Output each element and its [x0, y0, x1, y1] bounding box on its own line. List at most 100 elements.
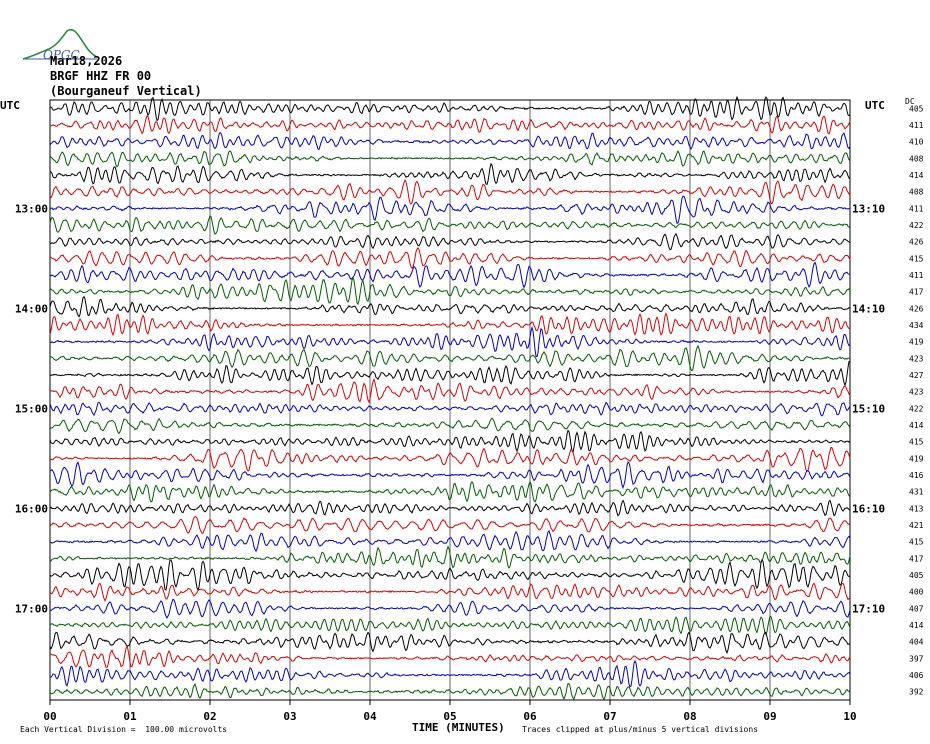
hour-label-left: 15:00 — [15, 402, 48, 415]
seismic-trace — [49, 261, 851, 289]
seismic-trace — [49, 545, 851, 569]
seismic-trace — [49, 516, 851, 534]
dc-offset-label: 419 — [909, 338, 924, 347]
dc-offset-label: 421 — [909, 521, 924, 530]
dc-offset-label: 414 — [909, 421, 924, 430]
x-axis-title: TIME (MINUTES) — [412, 721, 505, 734]
dc-offset-label: 426 — [909, 238, 924, 247]
x-tick-label: 10 — [843, 710, 856, 723]
x-tick-label: 01 — [123, 710, 137, 723]
dc-offset-label: 414 — [909, 621, 924, 630]
x-tick-label: 07 — [603, 710, 616, 723]
hour-label-left: 16:00 — [15, 502, 48, 515]
dc-offset-label: 406 — [909, 671, 924, 680]
x-tick-label: 04 — [363, 710, 377, 723]
x-tick-label: 03 — [283, 710, 296, 723]
seismic-trace — [49, 615, 851, 636]
footer-scale-note: Each Vertical Division = 100.00 microvol… — [20, 725, 228, 734]
seismic-trace — [49, 115, 851, 135]
seismic-trace — [49, 131, 851, 151]
dc-offset-label: 415 — [909, 538, 924, 547]
seismic-trace — [49, 179, 851, 205]
dc-offset-label: 415 — [909, 254, 924, 263]
dc-offset-label: 397 — [909, 654, 924, 663]
hour-label-left: 14:00 — [15, 302, 48, 315]
dc-offset-label: 422 — [909, 404, 924, 413]
hour-label-right: 14:10 — [852, 302, 885, 315]
hour-label-right: 17:10 — [852, 602, 885, 615]
seismic-trace — [49, 480, 851, 503]
dc-offset-label: 423 — [909, 388, 924, 397]
hour-label-left: 13:00 — [15, 202, 48, 215]
seismic-trace — [49, 429, 851, 454]
dc-offset-label: 419 — [909, 454, 924, 463]
dc-offset-label: 434 — [909, 321, 924, 330]
seismic-trace — [49, 295, 851, 318]
dc-offset-label: 410 — [909, 138, 924, 147]
opgc-logo: OPGC — [2, 4, 101, 67]
seismic-trace — [49, 311, 851, 337]
dc-label: DC — [905, 97, 915, 106]
dc-offset-label: 417 — [909, 288, 924, 297]
seismic-trace — [49, 232, 851, 251]
dc-offset-label: 427 — [909, 371, 924, 380]
footer-clip-note: Traces clipped at plus/minus 5 vertical … — [522, 725, 759, 734]
x-tick-label: 08 — [683, 710, 696, 723]
x-tick-label: 02 — [203, 710, 216, 723]
dc-offset-label: 415 — [909, 438, 924, 447]
seismic-trace — [49, 95, 851, 122]
hour-label-right: 13:10 — [852, 202, 885, 215]
x-tick-label: 09 — [763, 710, 776, 723]
hour-label-right: 16:10 — [852, 502, 885, 515]
dc-offset-label: 416 — [909, 471, 924, 480]
seismic-trace — [49, 401, 851, 417]
left-axis-label: UTC — [0, 99, 20, 112]
seismic-trace — [49, 247, 851, 270]
seismic-trace — [49, 499, 851, 517]
x-tick-label: 00 — [43, 710, 56, 723]
seismic-trace — [49, 644, 851, 668]
dc-offset-label: 414 — [909, 171, 924, 180]
dc-offset-label: 423 — [909, 354, 924, 363]
seismic-trace — [49, 360, 851, 387]
dc-offset-label: 411 — [909, 271, 924, 280]
seismic-trace — [49, 378, 851, 404]
x-tick-label: 05 — [443, 710, 456, 723]
seismic-trace — [49, 344, 851, 372]
dc-offset-label: 422 — [909, 221, 924, 230]
seismic-trace — [49, 682, 851, 701]
dc-offset-label: 392 — [909, 688, 924, 697]
dc-offset-label: 408 — [909, 188, 924, 197]
hour-label-right: 15:10 — [852, 402, 885, 415]
right-axis-label: UTC — [865, 99, 885, 112]
seismic-trace — [49, 275, 851, 306]
dc-offset-label: 411 — [909, 204, 924, 213]
seismic-trace — [49, 659, 851, 688]
logo-text: OPGC — [43, 48, 80, 62]
dc-offset-label: 411 — [909, 121, 924, 130]
dc-offset-label: 426 — [909, 304, 924, 313]
seismic-trace — [49, 162, 851, 186]
seismic-trace — [49, 598, 851, 619]
dc-offset-label: 417 — [909, 554, 924, 563]
hour-label-left: 17:00 — [15, 602, 48, 615]
seismic-trace — [49, 582, 851, 602]
seismic-trace — [49, 461, 851, 490]
chart-location: (Bourganeuf Vertical) — [50, 84, 202, 98]
x-tick-label: 06 — [523, 710, 537, 723]
seismic-trace — [49, 150, 851, 168]
seismic-trace — [49, 417, 851, 435]
dc-offset-label: 407 — [909, 604, 924, 613]
seismic-trace — [49, 529, 851, 553]
dc-offset-label: 405 — [909, 571, 924, 580]
seismic-trace — [49, 631, 851, 654]
dc-offset-label: 431 — [909, 488, 924, 497]
chart-date: Mar18,2026 — [50, 54, 123, 68]
seismic-trace — [49, 446, 851, 472]
dc-offset-label: 404 — [909, 638, 924, 647]
dc-offset-label: 408 — [909, 154, 924, 163]
seismic-trace — [49, 195, 851, 224]
seismic-trace — [49, 558, 851, 592]
chart-station: BRGF HHZ FR 00 — [50, 69, 152, 83]
